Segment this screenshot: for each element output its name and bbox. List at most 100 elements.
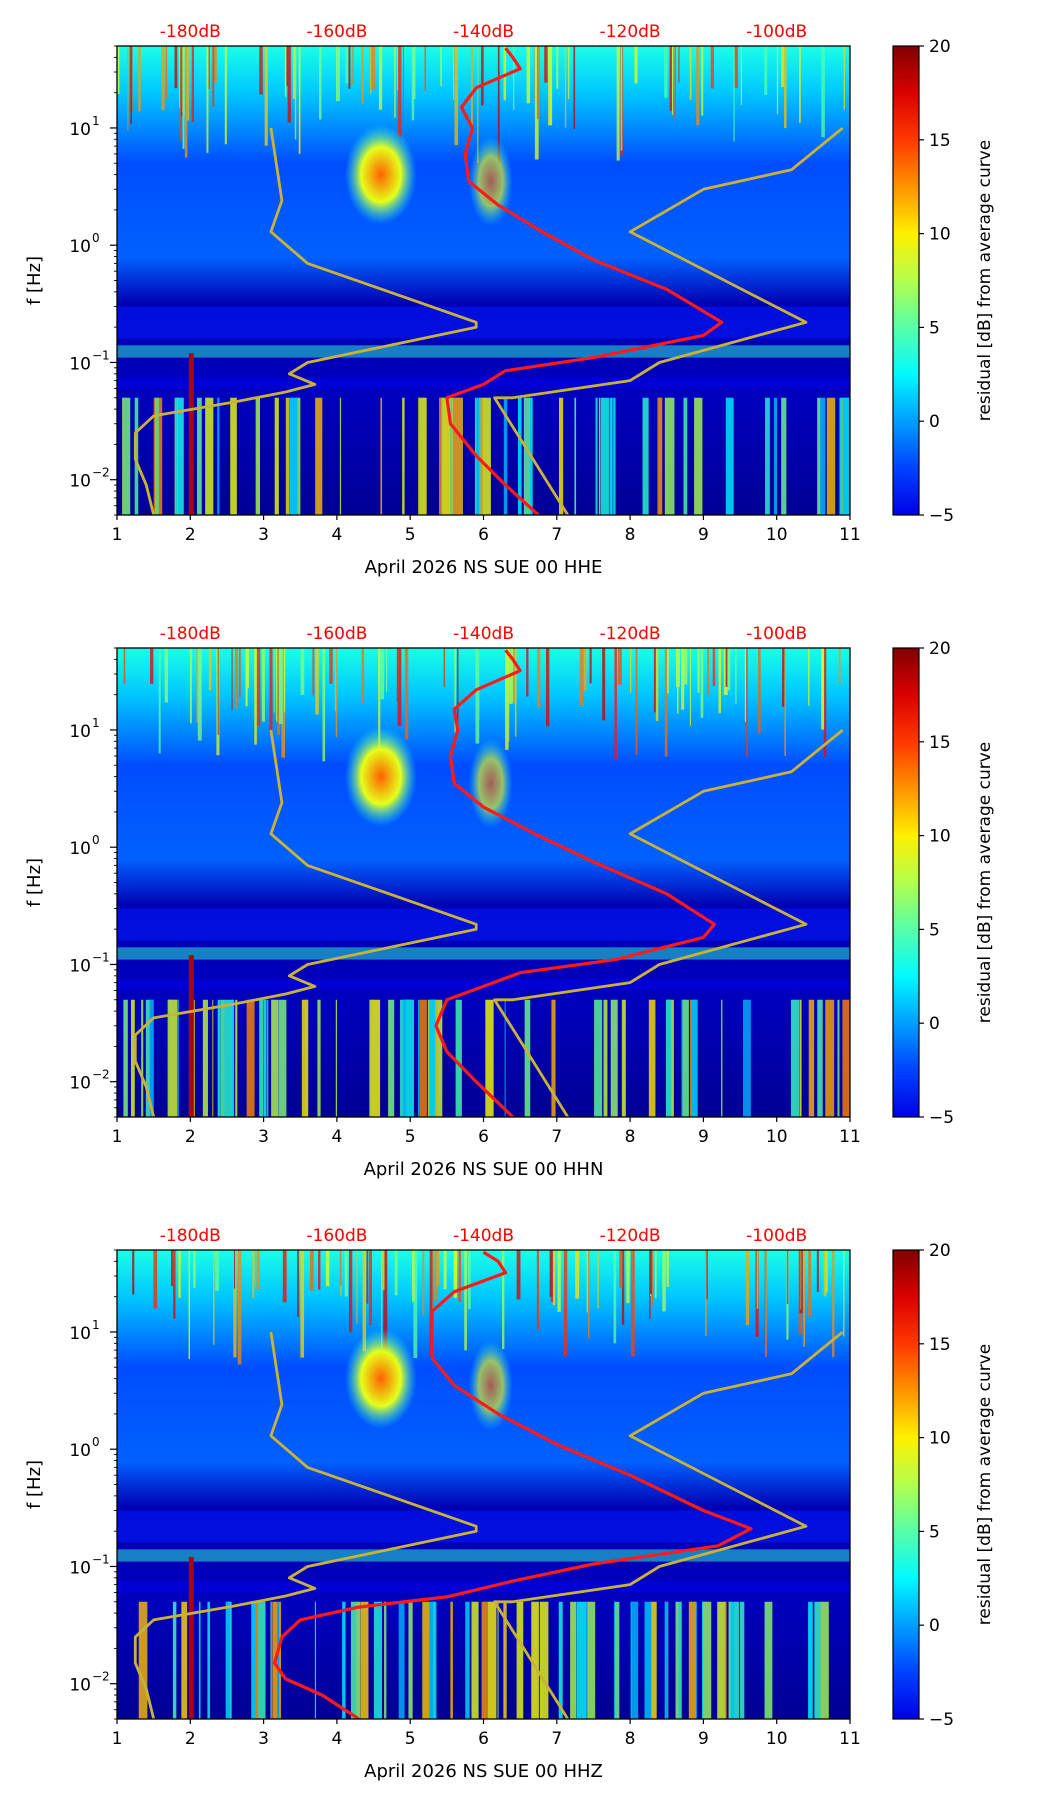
- x-tick-label: 3: [258, 1127, 269, 1147]
- streak: [198, 1601, 201, 1719]
- streak: [727, 648, 731, 691]
- streak: [615, 1601, 620, 1719]
- top-db-label: -160dB: [306, 624, 367, 644]
- transient-streak: [188, 1557, 194, 1719]
- streak: [277, 1601, 280, 1719]
- streak: [300, 1250, 305, 1358]
- streak: [130, 999, 135, 1117]
- streak: [433, 999, 438, 1117]
- streak: [502, 1250, 505, 1350]
- streak: [820, 397, 826, 515]
- y-tick-exponent: −2: [92, 1670, 110, 1684]
- streak: [517, 397, 522, 515]
- streak: [381, 1250, 383, 1363]
- streak: [697, 648, 700, 693]
- y-tick-label: 10: [69, 1324, 91, 1344]
- streak: [597, 1250, 599, 1309]
- streak: [744, 648, 747, 722]
- streak: [764, 1601, 773, 1719]
- streak: [688, 1601, 696, 1719]
- streak: [746, 648, 748, 757]
- streak: [234, 648, 239, 709]
- streak: [254, 648, 257, 745]
- streak: [384, 1601, 386, 1719]
- streak: [464, 1250, 467, 1351]
- y-tick-exponent: −2: [92, 466, 110, 480]
- average-curve-line: [445, 47, 724, 515]
- streak: [650, 1601, 657, 1719]
- streak: [654, 1250, 657, 1299]
- microseism-band: [117, 345, 850, 358]
- streak: [475, 648, 480, 744]
- noise-model-high-line: [493, 1330, 844, 1719]
- streak: [172, 1601, 177, 1719]
- x-tick-label: 1: [112, 1127, 123, 1147]
- top-db-label: -140dB: [453, 624, 514, 644]
- streak: [429, 1250, 433, 1356]
- streak: [701, 46, 704, 116]
- noise-model-low-line: [133, 127, 478, 515]
- streak: [173, 1250, 176, 1319]
- streak: [319, 46, 322, 120]
- streak: [488, 1601, 497, 1719]
- streak: [564, 46, 567, 128]
- streak: [505, 648, 509, 750]
- x-tick-label: 2: [185, 525, 196, 545]
- streak: [424, 46, 427, 92]
- streak: [735, 648, 737, 705]
- streak: [345, 46, 350, 84]
- streak: [334, 648, 337, 712]
- streak: [264, 46, 268, 146]
- streak: [237, 1250, 242, 1365]
- streak: [653, 648, 657, 713]
- streak: [817, 397, 821, 515]
- x-tick-label: 8: [625, 1729, 636, 1749]
- x-tick-label: 6: [478, 525, 489, 545]
- streak: [165, 46, 168, 99]
- streak: [196, 397, 202, 515]
- streak: [290, 397, 298, 515]
- average-curve-line: [273, 1250, 753, 1719]
- y-tick-exponent: 0: [92, 833, 100, 847]
- streak: [138, 1601, 148, 1719]
- streak: [380, 397, 383, 515]
- noise-model-low-line: [133, 1331, 478, 1719]
- x-tick-label: 7: [551, 525, 562, 545]
- streak: [315, 397, 323, 515]
- streak: [664, 46, 668, 98]
- colorbar-tick-label: 20: [929, 639, 951, 659]
- colorbar-tick-label: −5: [929, 506, 954, 526]
- streak: [826, 397, 836, 515]
- low-frequency-streaks: [123, 999, 850, 1117]
- streak: [667, 397, 675, 515]
- colorbar-tick-label: 20: [929, 37, 951, 57]
- streak: [503, 1601, 507, 1719]
- streak: [523, 397, 530, 515]
- streak: [150, 648, 154, 684]
- colorbar-tick-label: 15: [929, 733, 951, 753]
- streak: [213, 1250, 215, 1345]
- streak: [408, 1601, 413, 1719]
- y-tick-exponent: −1: [92, 950, 110, 964]
- streak: [271, 999, 279, 1117]
- streak: [620, 46, 623, 151]
- streak: [631, 1601, 639, 1719]
- streak: [252, 1250, 255, 1298]
- low-frequency-streaks: [138, 1601, 829, 1719]
- x-tick-label: 1: [112, 1729, 123, 1749]
- streak: [277, 648, 281, 735]
- top-db-label: -140dB: [453, 22, 514, 42]
- streak: [765, 397, 770, 515]
- colorbar-tick-label: 0: [929, 1014, 940, 1034]
- streak: [674, 46, 676, 120]
- streak: [817, 999, 823, 1117]
- streak: [662, 1250, 666, 1312]
- streak: [431, 1250, 434, 1354]
- streak: [837, 999, 840, 1117]
- microseism-band: [117, 947, 850, 960]
- microseism-band: [117, 908, 850, 941]
- streak: [318, 1250, 321, 1290]
- noise-model-high-line: [493, 728, 844, 1117]
- streak: [676, 648, 680, 687]
- streak: [803, 1250, 805, 1347]
